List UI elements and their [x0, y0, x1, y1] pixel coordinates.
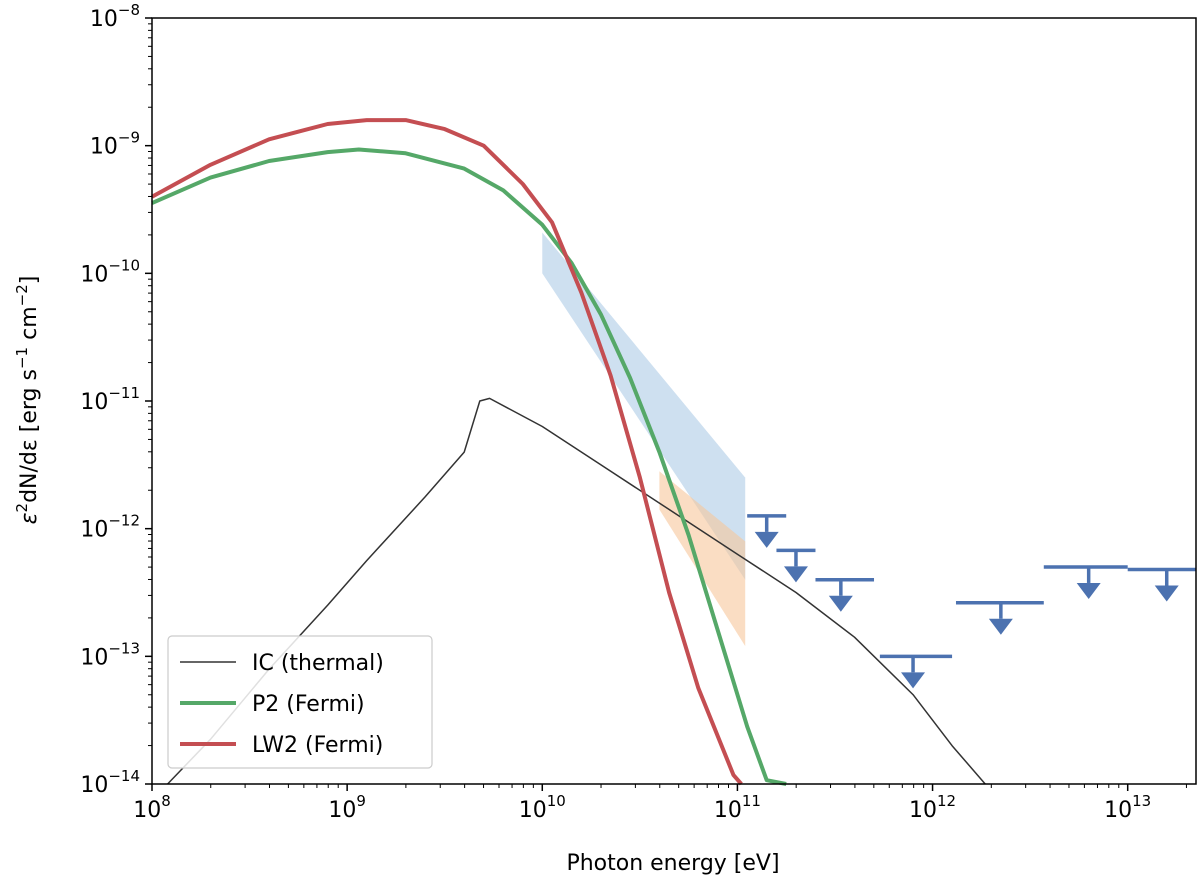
y-label-sup2: −1 — [13, 347, 31, 369]
x-axis-label: Photon energy [eV] — [566, 851, 779, 876]
upper-limit-arrow — [783, 566, 808, 583]
upper-limit-arrow — [1154, 585, 1179, 602]
y-label-sup1: 2 — [13, 503, 31, 513]
upper-limit-arrow — [754, 531, 779, 548]
x-tick-label: 109 — [328, 792, 366, 823]
legend-label-p2: P2 (Fermi) — [252, 692, 365, 717]
series-p2-fermi — [151, 147, 787, 786]
legend-box — [167, 635, 433, 769]
upper-limit-6 — [1127, 567, 1196, 602]
x-tick-label: 1011 — [714, 792, 761, 823]
upper-limit-arrow — [828, 595, 853, 612]
x-tick-label: 1013 — [1104, 792, 1151, 823]
y-tick-label: 10−8 — [90, 1, 140, 32]
y-axis-label: ε2dN/dε [erg s−1 cm−2] — [13, 276, 42, 525]
y-tick-label: 10−10 — [80, 256, 140, 287]
y-tick-label: 10−12 — [80, 512, 140, 543]
y-label-suffix: ] — [17, 276, 42, 285]
series-lw2-fermi — [151, 118, 743, 786]
y-axis-ticks: 10−14 10−13 10−12 10−11 10−10 10−9 10−8 — [80, 1, 152, 798]
upper-limit-arrow — [1076, 582, 1101, 599]
y-tick-label: 10−9 — [90, 129, 140, 160]
y-label-mid: dN/dε [erg s — [17, 369, 42, 503]
upper-limit-3 — [879, 654, 953, 689]
x-axis-ticks: 108 109 1010 1011 1012 1013 — [133, 784, 1187, 823]
upper-limit-1 — [776, 548, 816, 583]
x-tick-label: 1012 — [909, 792, 956, 823]
upper-limit-5 — [1043, 565, 1128, 599]
blue-band — [542, 232, 746, 580]
upper-limit-arrow — [988, 618, 1013, 635]
y-label-sup3: −2 — [13, 284, 31, 306]
x-tick-label: 1010 — [519, 792, 566, 823]
y-tick-label: 10−11 — [80, 384, 140, 415]
legend: IC (thermal) P2 (Fermi) LW2 (Fermi) — [167, 635, 433, 769]
y-label-mid2: cm — [17, 306, 42, 347]
upper-limits-layer — [747, 514, 1196, 689]
y-label-epsilon: ε — [17, 512, 42, 524]
legend-label-lw2: LW2 (Fermi) — [252, 733, 383, 758]
series-ic-thermal — [167, 397, 986, 785]
upper-limit-0 — [747, 514, 787, 548]
upper-limit-2 — [815, 577, 875, 612]
series-layer — [151, 118, 986, 786]
y-tick-label: 10−13 — [80, 639, 140, 670]
legend-label-ic: IC (thermal) — [252, 651, 384, 676]
x-tick-label: 108 — [133, 792, 171, 823]
y-tick-label: 10−14 — [80, 767, 140, 798]
upper-limit-arrow — [901, 672, 926, 689]
upper-limit-4 — [955, 600, 1044, 635]
